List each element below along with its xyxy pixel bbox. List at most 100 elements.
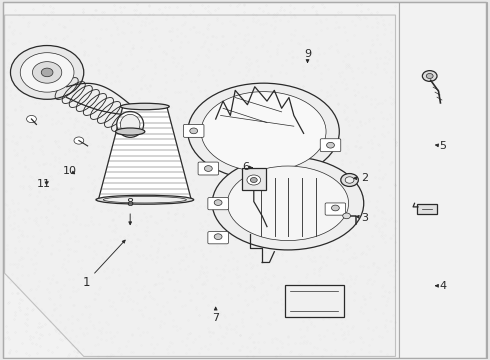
Point [297, 297, 305, 302]
Point [274, 97, 282, 103]
Point [375, 175, 383, 181]
Point [209, 141, 217, 147]
Point [72, 216, 80, 222]
Point [73, 138, 81, 144]
Point [285, 152, 293, 158]
Point [260, 78, 268, 84]
Point [39, 161, 47, 167]
Point [249, 228, 257, 234]
Point [32, 300, 40, 306]
Point [198, 281, 206, 287]
Point [96, 59, 103, 64]
Point [259, 112, 267, 117]
Point [159, 166, 167, 172]
Point [37, 214, 45, 220]
Point [144, 130, 152, 136]
Point [350, 297, 358, 303]
Point [366, 349, 373, 355]
Point [163, 346, 171, 352]
Point [205, 48, 213, 54]
Point [254, 205, 262, 211]
Point [14, 234, 22, 240]
Point [203, 92, 211, 98]
Point [12, 281, 20, 287]
Point [124, 150, 132, 156]
Point [140, 211, 148, 216]
Point [178, 198, 186, 204]
Point [189, 202, 196, 208]
Point [51, 185, 59, 191]
Point [60, 70, 68, 76]
Point [173, 278, 181, 284]
Point [70, 124, 78, 130]
Point [324, 233, 332, 238]
Point [183, 149, 191, 154]
Point [133, 63, 141, 68]
Point [316, 18, 324, 23]
Point [381, 239, 389, 245]
Point [158, 335, 166, 341]
Point [382, 302, 390, 308]
Point [358, 161, 366, 166]
Point [210, 310, 218, 315]
Point [196, 88, 204, 94]
Point [181, 230, 189, 236]
Point [314, 152, 321, 157]
Point [243, 354, 251, 359]
Point [35, 80, 43, 85]
Point [136, 10, 144, 16]
Point [218, 20, 226, 26]
Point [25, 183, 33, 189]
Point [206, 120, 214, 126]
Point [254, 18, 262, 23]
Point [391, 267, 399, 273]
Point [121, 114, 128, 120]
Point [209, 285, 217, 291]
Point [6, 261, 14, 267]
Point [286, 135, 294, 141]
Point [48, 312, 55, 318]
Point [225, 268, 233, 274]
Point [166, 156, 174, 162]
Point [334, 102, 342, 107]
Point [267, 73, 275, 79]
Point [102, 72, 110, 77]
Point [112, 108, 120, 114]
Point [351, 215, 359, 221]
Point [37, 65, 45, 71]
Point [358, 250, 366, 256]
Point [225, 61, 233, 67]
Point [243, 120, 251, 126]
Point [348, 117, 356, 123]
Point [147, 213, 154, 219]
Point [101, 48, 109, 54]
Point [213, 15, 221, 21]
Point [173, 33, 181, 39]
Point [213, 113, 220, 118]
Point [309, 212, 317, 218]
Point [267, 181, 274, 186]
Point [334, 50, 342, 55]
Point [350, 87, 358, 93]
Point [74, 118, 82, 124]
Point [41, 194, 49, 199]
Point [120, 142, 127, 148]
Point [156, 324, 164, 330]
Point [339, 185, 346, 191]
Point [201, 5, 209, 11]
Point [134, 14, 142, 19]
Point [32, 219, 40, 224]
Point [220, 315, 228, 320]
Point [365, 325, 372, 330]
Point [349, 75, 357, 81]
Point [321, 228, 329, 234]
Point [49, 242, 56, 248]
Point [245, 56, 253, 62]
Point [233, 264, 241, 270]
Point [191, 141, 199, 147]
Point [206, 341, 214, 347]
Point [340, 109, 348, 114]
Point [256, 193, 264, 199]
Point [256, 96, 264, 102]
Point [391, 319, 399, 325]
